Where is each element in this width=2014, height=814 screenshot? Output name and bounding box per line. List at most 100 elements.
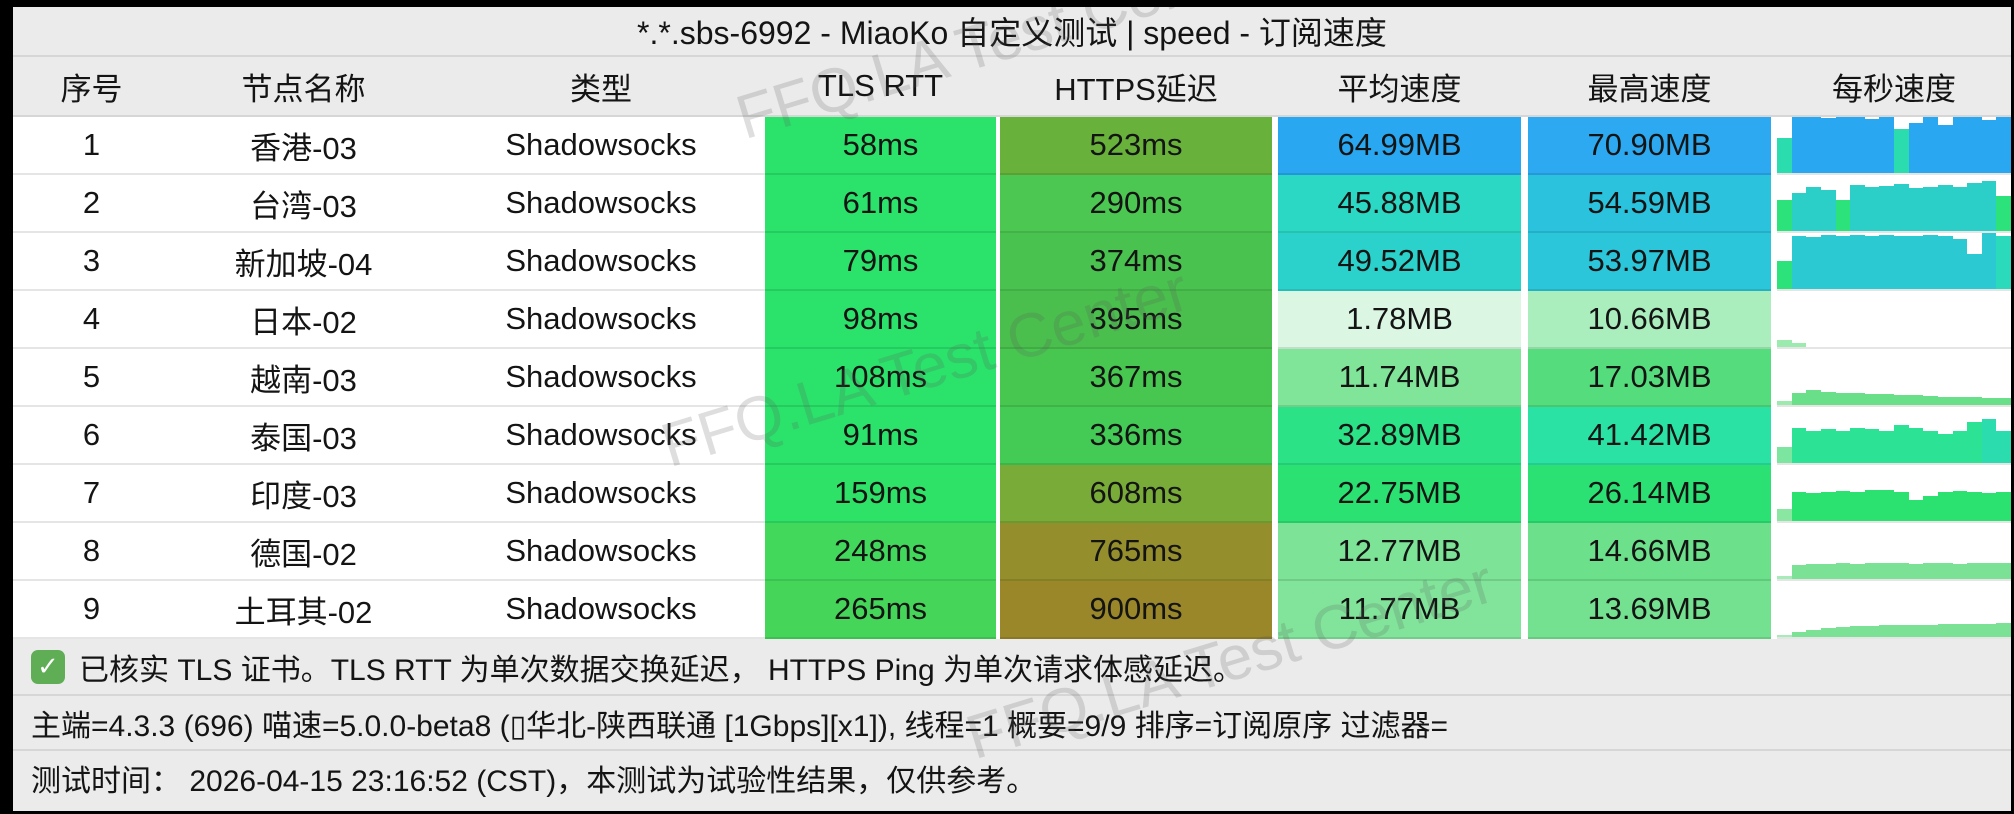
- speed-bar: [1820, 392, 1836, 405]
- footer-note-version: 主端=4.3.3 (696) 喵速=5.0.0-beta8 (▯华北-陕西联通 …: [13, 694, 2011, 749]
- avg-speed-cell: 45.88MB: [1278, 175, 1521, 233]
- speed-bar: [1996, 492, 2011, 521]
- speed-bar: [1777, 261, 1792, 289]
- max-speed-cell: 53.97MB: [1528, 233, 1771, 291]
- speed-bar: [1908, 395, 1924, 405]
- column-header-per-second-speed: 每秒速度: [1832, 71, 1956, 107]
- node-type-cell: Shadowsocks: [437, 175, 765, 233]
- per-second-speed-chart: [1777, 465, 2011, 523]
- speed-bar: [1820, 190, 1836, 231]
- speed-bar: [1879, 394, 1894, 405]
- speed-bar: [1894, 184, 1909, 231]
- speed-bar: [1967, 117, 1982, 173]
- speed-bar: [1952, 187, 1968, 231]
- speed-bar: [1850, 235, 1865, 289]
- speed-bar: [1952, 624, 1968, 637]
- speed-bar: [1820, 235, 1836, 289]
- speed-bar: [1791, 492, 1807, 521]
- title-bar: *.*.sbs-6992 - MiaoKo 自定义测试 | speed - 订阅…: [13, 7, 2011, 57]
- speed-bar: [1835, 117, 1851, 173]
- speed-bar: [1791, 565, 1807, 579]
- speed-bar: [1850, 185, 1865, 231]
- node-type-cell: Shadowsocks: [437, 233, 765, 291]
- speed-bar: [1952, 564, 1968, 579]
- speed-bar: [1806, 237, 1821, 289]
- speed-bar: [1806, 431, 1821, 463]
- speed-bar: [1981, 563, 1997, 579]
- speed-bar: [1894, 129, 1909, 173]
- speed-bar: [1996, 117, 2011, 173]
- avg-speed-cell: 12.77MB: [1278, 523, 1521, 581]
- speed-bar: [1937, 125, 1953, 173]
- speed-bar: [1879, 235, 1894, 289]
- speed-bar: [1777, 200, 1792, 231]
- speed-bar: [1791, 117, 1807, 173]
- speed-bar: [1923, 117, 1938, 173]
- check-icon: ✓: [31, 649, 65, 684]
- per-second-speed-chart: [1777, 233, 2011, 291]
- speed-bar: [1864, 394, 1880, 405]
- column-header-name: 节点名称: [241, 71, 366, 107]
- table-body: 1 香港-03 Shadowsocks 58ms 523ms 64.99MB 70.90MB…: [13, 117, 2011, 639]
- speed-bar: [1908, 236, 1924, 289]
- speed-bar: [1850, 492, 1865, 521]
- speed-bar: [1923, 235, 1938, 289]
- speed-bar: [1806, 390, 1821, 405]
- speed-bar: [1791, 393, 1807, 405]
- max-speed-cell: 70.90MB: [1528, 117, 1771, 175]
- column-header-type: 类型: [570, 71, 632, 107]
- node-type-cell: Shadowsocks: [437, 465, 765, 523]
- avg-speed-cell: 64.99MB: [1278, 117, 1521, 175]
- speed-bar: [1952, 117, 1968, 173]
- speed-bar: [1937, 563, 1953, 579]
- speed-bar: [1996, 398, 2011, 405]
- node-name-cell: 泰国-03: [170, 407, 437, 465]
- speed-bar: [1850, 626, 1865, 637]
- node-name-cell: 土耳其-02: [170, 581, 437, 639]
- speed-bar: [1981, 624, 1997, 637]
- column-header-tls-rtt: TLS RTT: [817, 68, 944, 103]
- max-speed-cell: 13.69MB: [1528, 581, 1771, 639]
- node-type-cell: Shadowsocks: [437, 523, 765, 581]
- tls-rtt-cell: 108ms: [765, 349, 996, 407]
- table-row: 2 台湾-03 Shadowsocks 61ms 290ms 45.88MB 54.59MB: [13, 175, 2011, 233]
- row-index-cell: 4: [13, 291, 170, 349]
- speed-bar: [1981, 181, 1997, 231]
- speed-bar: [1806, 187, 1821, 231]
- speed-bar: [1937, 185, 1953, 231]
- speed-bar: [1850, 428, 1865, 463]
- speed-bar: [1791, 632, 1807, 637]
- speed-bar: [1777, 401, 1792, 405]
- speed-bar: [1908, 564, 1924, 579]
- https-delay-cell: 336ms: [1000, 407, 1272, 465]
- speed-bar: [1820, 492, 1836, 521]
- speed-bar: [1908, 188, 1924, 231]
- speed-bar: [1981, 493, 1997, 521]
- speed-bar: [1952, 491, 1968, 521]
- node-name-cell: 越南-03: [170, 349, 437, 407]
- speed-bar: [1777, 138, 1792, 173]
- table-row: 3 新加坡-04 Shadowsocks 79ms 374ms 49.52MB 53.97M…: [13, 233, 2011, 291]
- speed-bar: [1894, 563, 1909, 579]
- column-header-seq: 序号: [60, 71, 123, 107]
- node-type-cell: Shadowsocks: [437, 349, 765, 407]
- speed-bar: [1879, 117, 1894, 173]
- table-header: 序号 节点名称 类型 TLS RTT HTTPS延迟 平均速度 最高速度 每秒速…: [13, 57, 2011, 117]
- speed-bar: [1777, 447, 1792, 463]
- footer-note-version-text: 主端=4.3.3 (696) 喵速=5.0.0-beta8 (▯华北-陕西联通 …: [31, 709, 1448, 743]
- speed-bar: [1894, 236, 1909, 289]
- speed-bar: [1894, 395, 1909, 405]
- footer-note-tls-text: 已核实 TLS 证书。TLS RTT 为单次数据交换延迟， HTTPS Ping…: [79, 653, 1243, 687]
- max-speed-cell: 17.03MB: [1528, 349, 1771, 407]
- speed-bar: [1777, 576, 1792, 579]
- footer-note-tls: ✓ 已核实 TLS 证书。TLS RTT 为单次数据交换延迟， HTTPS Pi…: [13, 639, 2011, 694]
- speed-bar: [1996, 236, 2011, 289]
- per-second-speed-chart: [1777, 117, 2011, 175]
- table-row: 6 泰国-03 Shadowsocks 91ms 336ms 32.89MB 41.42MB: [13, 407, 2011, 465]
- node-type-cell: Shadowsocks: [437, 117, 765, 175]
- https-delay-cell: 395ms: [1000, 291, 1272, 349]
- speed-bar: [1835, 627, 1851, 637]
- per-second-speed-chart: [1777, 523, 2011, 581]
- https-delay-cell: 900ms: [1000, 581, 1272, 639]
